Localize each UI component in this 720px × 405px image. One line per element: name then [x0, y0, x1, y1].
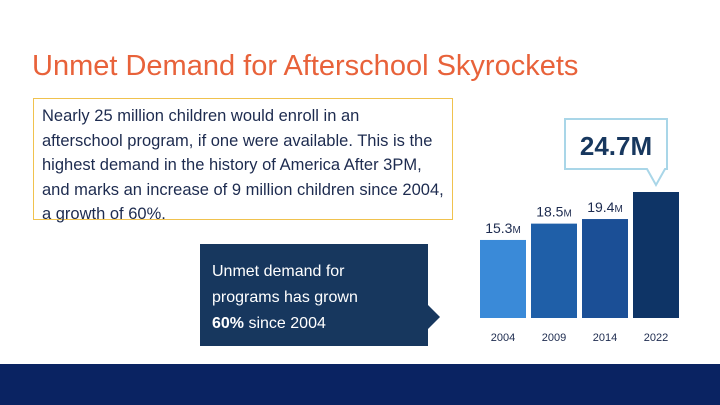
data-label-2004: 15.3M — [485, 220, 521, 236]
callout-line-3: 60% since 2004 — [212, 311, 416, 337]
x-tick-label-2009: 2009 — [542, 332, 566, 344]
x-tick-label-2014: 2014 — [593, 332, 617, 344]
slide-title: Unmet Demand for Afterschool Skyrockets — [32, 50, 579, 82]
data-label-2009: 18.5M — [536, 204, 572, 220]
bar-2014 — [582, 219, 628, 318]
callout-box: Unmet demand for programs has grown 60% … — [200, 244, 428, 346]
bar-chart: 2004 15.3M 2009 18.5M 2014 19.4M 2022 24.7M — [480, 118, 679, 344]
callout-bold-percent: 60% — [212, 315, 245, 332]
callout-rest: since 2004 — [244, 315, 326, 332]
callout-arrow — [428, 305, 440, 329]
data-label-2014: 19.4M — [587, 199, 623, 215]
bar-2022 — [633, 192, 679, 318]
x-tick-label-2022: 2022 — [644, 332, 668, 344]
bar-2009 — [531, 223, 577, 318]
highlight-label: 24.7M — [580, 131, 652, 161]
summary-textbox: Nearly 25 million children would enroll … — [33, 98, 453, 223]
callout-line-2: programs has grown — [212, 289, 358, 306]
callout-line-1: Unmet demand for — [212, 263, 345, 280]
bar-2004 — [480, 239, 526, 318]
footer-bar — [0, 364, 720, 405]
highlight-callout-box — [564, 118, 668, 188]
x-tick-label-2004: 2004 — [491, 332, 515, 344]
